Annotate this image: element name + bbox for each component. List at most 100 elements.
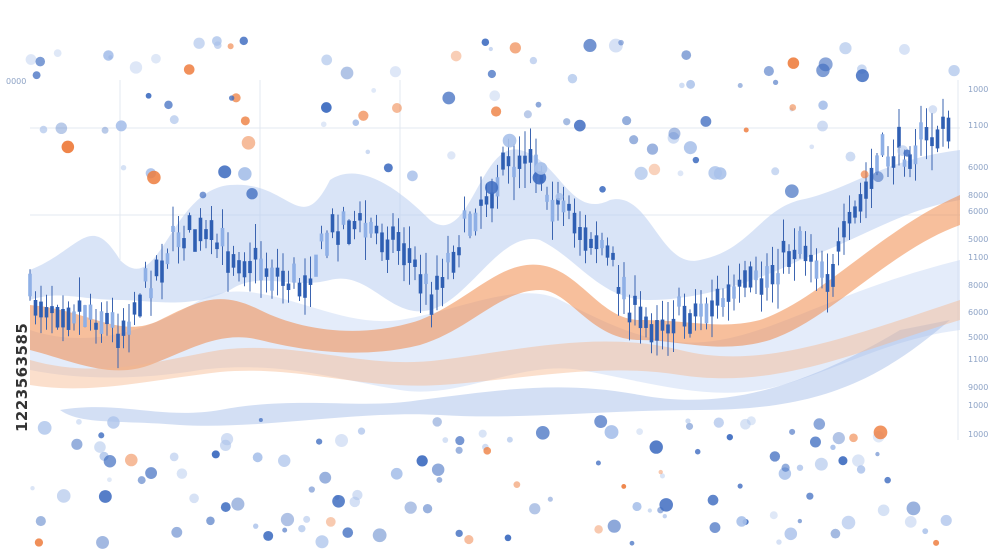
dot [218,165,232,179]
candle-body [61,308,65,328]
axis-label: 1000 [968,85,988,94]
dot [39,125,48,134]
dot [809,144,815,150]
dot [484,181,499,195]
axis-label: 1100 [968,253,988,262]
candle-body [308,278,313,285]
candle-body [325,232,329,256]
candle-body [748,266,753,288]
candle-body [913,145,918,165]
candle-body [242,261,247,278]
dot [877,504,890,517]
dot [928,105,938,114]
dot [358,110,369,121]
candle-body [831,263,835,287]
candle-body [886,156,890,167]
candle-body [743,270,747,288]
candle-body [215,242,219,250]
dot [685,422,694,430]
dot [796,464,804,471]
blue-band [60,320,950,426]
candle-body [484,196,489,205]
dot [96,535,110,549]
dot [629,540,635,546]
dot [431,463,445,476]
dot [280,512,295,527]
dot [478,429,487,438]
candle-body [825,274,830,292]
dot [258,418,263,423]
candle-body [220,227,225,247]
candle-body [638,306,643,329]
dot [228,95,235,101]
dot [529,56,538,65]
candle-body [941,116,945,129]
dot [647,508,652,513]
dot [622,116,632,126]
candle-body [803,245,808,262]
dot [101,126,109,134]
dot [487,69,496,79]
dot [506,436,513,443]
dot [677,170,684,177]
dot [659,473,665,479]
dot [483,447,492,455]
dot [220,433,234,446]
dot [220,502,231,512]
candle-body [116,333,120,348]
dot [25,54,37,65]
candle-body [710,300,714,317]
dot [855,69,869,83]
candle-body [160,260,164,283]
dot [884,476,891,484]
candle-body [556,198,560,205]
candle-body [897,126,901,148]
dot [407,170,418,182]
candle-body [380,232,384,253]
candle-body [418,274,423,294]
dot [34,538,44,547]
dot [442,437,449,443]
candle-body [473,212,478,232]
dot [107,477,112,483]
candle-body [138,294,142,317]
dot [56,489,71,503]
dot [809,436,821,448]
candle-body [292,263,296,283]
dot [183,64,195,75]
dot [906,501,921,516]
dot [668,127,681,140]
dot [372,528,387,543]
candle-body [545,194,549,202]
candle-body [699,303,703,317]
dot [535,101,542,108]
candle-body [363,222,368,238]
dot [325,516,336,527]
dot [818,100,828,111]
dot [94,441,106,453]
candle-body [352,220,357,230]
dot [681,50,692,60]
dot [231,93,241,103]
blue-band [30,260,960,393]
image-id: 1223563585 [13,323,31,432]
candle-body [424,273,428,285]
dot [763,66,774,77]
dot [349,496,361,508]
dot [211,450,220,459]
dot [335,433,349,447]
axis-label: 1100 [968,121,988,130]
candle-body [457,247,461,256]
dot [145,92,152,99]
candle-body [737,279,742,287]
dot [726,434,733,441]
dot [193,37,205,49]
dot [535,426,550,440]
dot [679,82,685,89]
dot [263,530,274,541]
dot [124,453,138,467]
candle-body [182,238,186,249]
dot [636,428,643,435]
dot [352,489,363,501]
candle-body [853,206,857,218]
